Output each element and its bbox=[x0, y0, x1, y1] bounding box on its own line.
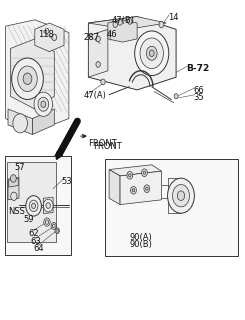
Polygon shape bbox=[11, 39, 54, 109]
Circle shape bbox=[12, 58, 43, 100]
Polygon shape bbox=[108, 20, 137, 42]
Circle shape bbox=[146, 46, 157, 60]
Text: 35: 35 bbox=[193, 93, 204, 102]
Polygon shape bbox=[9, 179, 18, 187]
Text: 64: 64 bbox=[33, 244, 44, 253]
Circle shape bbox=[13, 114, 27, 133]
Circle shape bbox=[46, 203, 50, 208]
Circle shape bbox=[43, 199, 53, 212]
Polygon shape bbox=[120, 171, 161, 204]
Circle shape bbox=[129, 174, 131, 177]
Bar bbox=[5, 156, 71, 255]
Polygon shape bbox=[8, 109, 32, 134]
Circle shape bbox=[96, 61, 100, 67]
Circle shape bbox=[174, 94, 178, 99]
Text: 47(B): 47(B) bbox=[111, 16, 135, 25]
Bar bbox=[7, 162, 56, 242]
Circle shape bbox=[45, 220, 49, 224]
Circle shape bbox=[38, 97, 49, 111]
Polygon shape bbox=[8, 178, 19, 200]
Circle shape bbox=[142, 169, 147, 177]
Circle shape bbox=[128, 19, 132, 24]
Circle shape bbox=[132, 189, 135, 192]
Circle shape bbox=[51, 222, 57, 229]
Polygon shape bbox=[88, 17, 166, 29]
Circle shape bbox=[41, 101, 46, 108]
Circle shape bbox=[55, 228, 59, 234]
Bar bbox=[105, 159, 238, 256]
Circle shape bbox=[159, 21, 164, 28]
Circle shape bbox=[29, 200, 38, 212]
Text: 57: 57 bbox=[15, 163, 25, 172]
Circle shape bbox=[34, 92, 53, 116]
Circle shape bbox=[23, 73, 32, 84]
Text: 47(A): 47(A) bbox=[84, 92, 106, 100]
Text: 287: 287 bbox=[83, 33, 99, 42]
Text: 90(B): 90(B) bbox=[130, 240, 153, 249]
Text: NSS: NSS bbox=[8, 207, 25, 216]
Circle shape bbox=[177, 191, 185, 200]
Circle shape bbox=[118, 20, 122, 25]
Text: B-72: B-72 bbox=[186, 64, 209, 73]
Circle shape bbox=[45, 28, 49, 34]
Text: FRONT: FRONT bbox=[93, 142, 122, 151]
Polygon shape bbox=[109, 170, 120, 204]
Text: 118: 118 bbox=[38, 30, 54, 39]
Polygon shape bbox=[32, 109, 54, 134]
Text: 53: 53 bbox=[61, 177, 72, 186]
Polygon shape bbox=[88, 29, 108, 77]
Circle shape bbox=[143, 171, 146, 174]
Circle shape bbox=[127, 172, 133, 179]
Circle shape bbox=[172, 185, 189, 207]
Circle shape bbox=[149, 50, 154, 56]
Circle shape bbox=[144, 185, 150, 193]
Text: 59: 59 bbox=[24, 215, 34, 224]
Circle shape bbox=[52, 224, 55, 228]
Text: 90(A): 90(A) bbox=[130, 233, 153, 242]
Circle shape bbox=[101, 79, 105, 85]
Circle shape bbox=[113, 22, 117, 28]
Circle shape bbox=[26, 196, 41, 216]
Circle shape bbox=[11, 192, 17, 200]
Text: 62: 62 bbox=[28, 229, 39, 238]
Circle shape bbox=[146, 187, 148, 190]
Circle shape bbox=[168, 178, 194, 213]
Circle shape bbox=[96, 36, 100, 42]
Circle shape bbox=[131, 187, 136, 194]
Text: 46: 46 bbox=[107, 30, 117, 39]
Circle shape bbox=[32, 203, 36, 208]
Circle shape bbox=[135, 31, 169, 76]
Circle shape bbox=[52, 34, 57, 41]
Polygon shape bbox=[6, 20, 69, 131]
Polygon shape bbox=[43, 197, 53, 213]
Text: 14: 14 bbox=[168, 13, 178, 22]
Circle shape bbox=[140, 38, 163, 68]
Text: 66: 66 bbox=[193, 86, 204, 95]
Text: 63: 63 bbox=[30, 237, 41, 246]
Circle shape bbox=[11, 175, 16, 182]
Circle shape bbox=[44, 218, 50, 226]
Polygon shape bbox=[88, 17, 176, 90]
Text: FRONT: FRONT bbox=[88, 139, 117, 148]
Polygon shape bbox=[35, 23, 64, 52]
Circle shape bbox=[56, 229, 58, 232]
Circle shape bbox=[18, 66, 37, 92]
Polygon shape bbox=[109, 165, 161, 176]
